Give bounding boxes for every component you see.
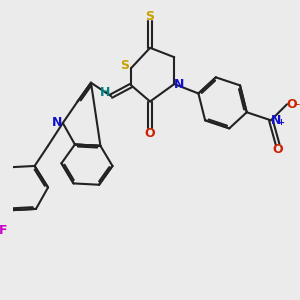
Text: S: S [120, 59, 129, 72]
Text: H: H [100, 85, 110, 99]
Text: O: O [272, 143, 283, 156]
Text: O: O [286, 98, 297, 111]
Text: O: O [145, 127, 155, 140]
Text: N: N [52, 116, 62, 130]
Text: +: + [277, 118, 284, 127]
Text: F: F [0, 224, 8, 237]
Text: S: S [146, 10, 154, 22]
Text: N: N [174, 78, 184, 91]
Text: –: – [293, 98, 299, 111]
Text: N: N [271, 114, 281, 127]
